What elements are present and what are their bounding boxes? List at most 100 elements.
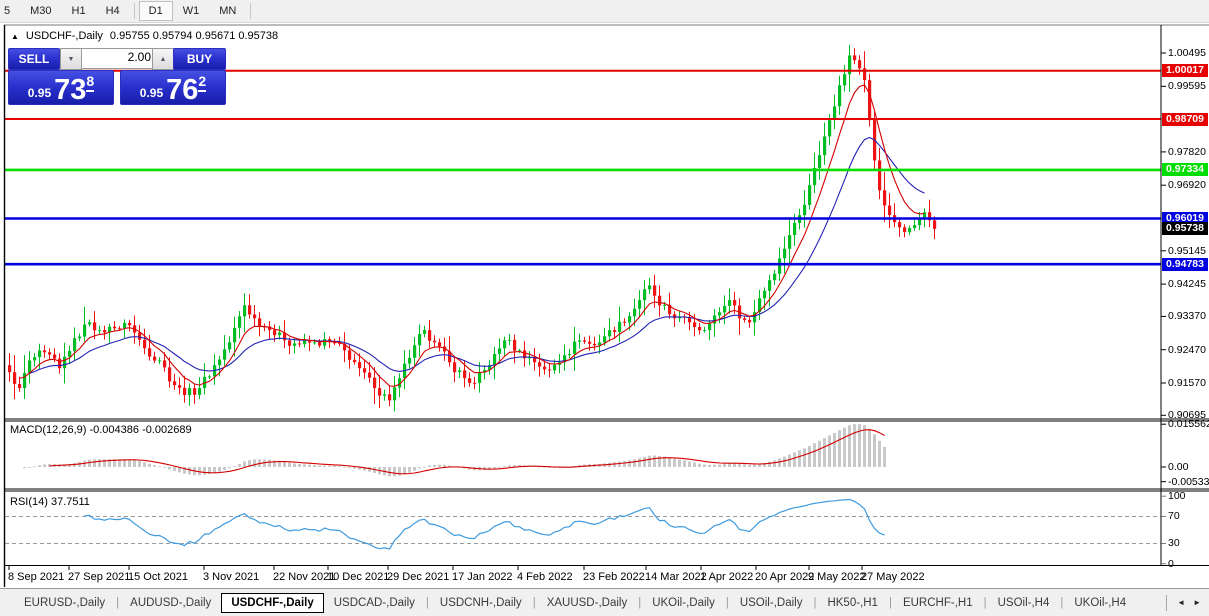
buy-button[interactable]: BUY bbox=[173, 48, 226, 70]
price-level-badge: 0.98709 bbox=[1162, 112, 1208, 126]
x-axis-label: 10 Dec 2021 bbox=[327, 571, 389, 583]
price-level-badge: 0.97334 bbox=[1162, 163, 1208, 177]
tab-usoil-h4[interactable]: USOil-,H4 bbox=[997, 596, 1050, 609]
tab-eurusd-daily[interactable]: EURUSD-,Daily bbox=[24, 596, 106, 609]
one-click-trading-widget: SELL ▼ 2.00 ▲ BUY 0.95 73 8 0.95 76 2 bbox=[8, 48, 226, 105]
tab-ukoil-daily[interactable]: UKOil-,Daily bbox=[652, 596, 715, 609]
price-axis-tick: 1.00495 bbox=[1168, 47, 1206, 59]
chart-symbol-title: USDCHF-,Daily bbox=[25, 30, 103, 42]
rsi-axis-tick: 100 bbox=[1168, 490, 1186, 503]
price-axis-tick: 0.91570 bbox=[1168, 376, 1206, 389]
x-axis-label: 23 Feb 2022 bbox=[583, 571, 645, 583]
tab-eurchf-h1[interactable]: EURCHF-,H1 bbox=[902, 596, 973, 609]
ma-fast-line bbox=[19, 84, 925, 387]
timeframe-button-mn[interactable]: MN bbox=[219, 5, 237, 17]
sell-price-big-digits: 73 bbox=[54, 74, 87, 106]
price-axis-tick: 0.90695 bbox=[1168, 409, 1206, 422]
tab-scroll-right-icon[interactable]: ► bbox=[1193, 598, 1201, 607]
tab-separator: | bbox=[638, 596, 642, 609]
sell-price-prefix: 0.95 bbox=[27, 86, 52, 100]
sell-price-button[interactable]: 0.95 73 8 bbox=[8, 70, 114, 105]
tab-hk50-h1[interactable]: HK50-,H1 bbox=[827, 596, 878, 609]
tab-xauusd-daily[interactable]: XAUUSD-,Daily bbox=[546, 596, 628, 609]
macd-axis-tick: 0.015562 bbox=[1168, 418, 1209, 431]
price-level-badge: 0.94783 bbox=[1162, 257, 1208, 271]
price-axis-tick: 0.95145 bbox=[1168, 244, 1206, 257]
rsi-axis-tick: 30 bbox=[1168, 537, 1180, 550]
chart-header: ▲ USDCHF-,Daily 0.95755 0.95794 0.95671 … bbox=[11, 30, 278, 42]
price-axis[interactable]: 1.00495 0.99595 0.97820 0.96920 0.95145 0.942… bbox=[1161, 23, 1209, 583]
timeframe-toolbar: 5 M30 H1 H4 D1 W1 MN bbox=[0, 0, 1209, 23]
tab-ukoil-h4[interactable]: UKOil-,H4 bbox=[1074, 596, 1127, 609]
buy-price-pip-digit: 2 bbox=[198, 73, 207, 92]
ma-slow-line bbox=[29, 136, 925, 374]
tab-usdcnh-daily[interactable]: USDCNH-,Daily bbox=[439, 596, 522, 609]
sell-button[interactable]: SELL bbox=[8, 48, 60, 70]
price-axis-tick: 0.92470 bbox=[1168, 343, 1206, 356]
x-axis-label: 27 May 2022 bbox=[861, 571, 925, 583]
x-axis-label: 27 Sep 2021 bbox=[68, 571, 130, 583]
x-axis-label: 15 Oct 2021 bbox=[128, 571, 188, 583]
price-axis-tick: 0.97820 bbox=[1168, 145, 1206, 158]
price-level-badge: 1.00017 bbox=[1162, 64, 1208, 78]
timeframe-button-d1[interactable]: D1 bbox=[138, 1, 173, 21]
x-axis-label: 20 Apr 2022 bbox=[755, 571, 814, 583]
tab-separator: | bbox=[813, 596, 817, 609]
rsi-axis-tick: 70 bbox=[1168, 510, 1180, 523]
timeframe-button-m30[interactable]: M30 bbox=[30, 5, 52, 17]
tab-separator: | bbox=[425, 596, 429, 609]
rsi-line bbox=[84, 498, 885, 550]
macd-histogram bbox=[23, 424, 886, 477]
chart-tab-bar: EURUSD-,Daily | AUDUSD-,Daily USDCHF-,Daily… bbox=[0, 588, 1209, 616]
tab-separator: | bbox=[888, 596, 892, 609]
buy-price-button[interactable]: 0.95 76 2 bbox=[120, 70, 226, 105]
tab-audusd-daily[interactable]: AUDUSD-,Daily bbox=[130, 596, 212, 609]
macd-axis-tick: -0.005335 bbox=[1168, 475, 1209, 488]
tab-usoil-daily[interactable]: USOil-,Daily bbox=[739, 596, 803, 609]
rsi-axis-tick: 0 bbox=[1168, 557, 1174, 570]
timeframe-button-h4[interactable]: H4 bbox=[105, 5, 120, 17]
tab-usdchf-daily[interactable]: USDCHF-,Daily bbox=[221, 592, 324, 613]
x-axis-label: 29 Dec 2021 bbox=[387, 571, 449, 583]
chevron-down-icon: ▼ bbox=[67, 55, 75, 63]
tab-scroll-controls: ◄ ► bbox=[1166, 594, 1209, 611]
timeframe-button-5[interactable]: 5 bbox=[4, 5, 11, 17]
buy-price-big-digits: 76 bbox=[166, 74, 199, 106]
x-axis-label: 17 Jan 2022 bbox=[452, 571, 513, 583]
toolbar-separator bbox=[250, 3, 252, 19]
macd-indicator-label: MACD(12,26,9) -0.004386 -0.002689 bbox=[10, 424, 192, 436]
x-axis-label: 14 Mar 2022 bbox=[645, 571, 707, 583]
chart-ohlc-values: 0.95755 0.95794 0.95671 0.95738 bbox=[109, 30, 279, 42]
chevron-up-icon: ▲ bbox=[159, 55, 167, 63]
volume-decrease-button[interactable]: ▼ bbox=[60, 48, 82, 70]
macd-axis-tick: 0.00 bbox=[1168, 461, 1189, 473]
volume-increase-button[interactable]: ▲ bbox=[152, 48, 174, 70]
price-axis-tick: 0.96920 bbox=[1168, 179, 1206, 192]
x-axis-label: 9 May 2022 bbox=[808, 571, 865, 583]
tab-separator: | bbox=[532, 596, 536, 609]
price-axis-tick: 0.99595 bbox=[1168, 80, 1206, 93]
collapse-icon[interactable]: ▲ bbox=[11, 31, 19, 41]
x-axis-label: 3 Nov 2021 bbox=[203, 571, 259, 583]
x-axis-label: 8 Sep 2021 bbox=[8, 571, 64, 583]
x-axis-label: 22 Nov 2021 bbox=[273, 571, 335, 583]
tab-scroll-left-icon[interactable]: ◄ bbox=[1177, 598, 1186, 607]
tab-separator: | bbox=[1060, 596, 1064, 609]
macd-signal-line bbox=[49, 429, 885, 475]
rsi-indicator-label: RSI(14) 37.7511 bbox=[10, 496, 90, 508]
tab-separator: | bbox=[725, 596, 729, 609]
buy-price-prefix: 0.95 bbox=[139, 86, 164, 100]
volume-input[interactable]: 2.00 bbox=[81, 48, 158, 69]
timeframe-button-h1[interactable]: H1 bbox=[71, 5, 86, 17]
x-axis-label: 1 Apr 2022 bbox=[700, 571, 753, 583]
tab-separator: | bbox=[116, 596, 120, 609]
timeframe-button-w1[interactable]: W1 bbox=[182, 5, 200, 17]
current-price-badge: 0.95738 bbox=[1162, 222, 1208, 236]
tab-separator: | bbox=[983, 596, 987, 609]
candlestick-series bbox=[8, 44, 937, 412]
price-axis-tick: 0.93370 bbox=[1168, 310, 1206, 323]
price-axis-tick: 0.94245 bbox=[1168, 278, 1206, 291]
x-axis-label: 4 Feb 2022 bbox=[517, 571, 573, 583]
tab-usdcad-daily[interactable]: USDCAD-,Daily bbox=[333, 596, 415, 609]
